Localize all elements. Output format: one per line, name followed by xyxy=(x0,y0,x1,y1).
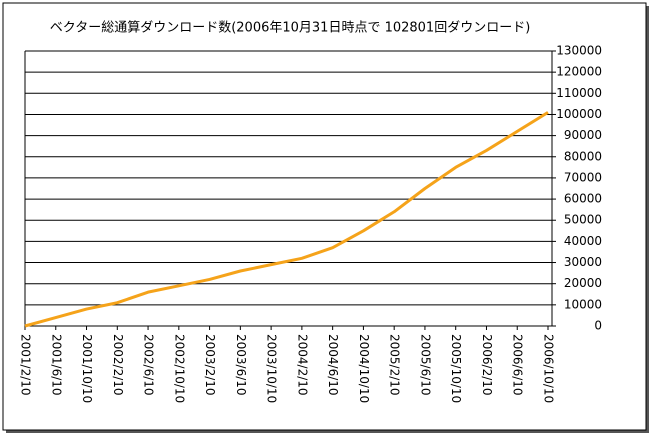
x-tick-label: 2006/6/10 xyxy=(511,334,525,396)
y-tick-label: 90000 xyxy=(564,128,602,142)
x-tick-label: 2003/2/10 xyxy=(203,334,217,396)
y-tick-label: 70000 xyxy=(564,170,602,184)
x-tick-label: 2005/10/10 xyxy=(449,334,463,403)
x-tick-label: 2001/10/10 xyxy=(80,334,94,403)
x-tick-label: 2006/2/10 xyxy=(480,334,494,396)
x-tick-label: 2001/2/10 xyxy=(19,334,33,396)
x-tick-label: 2004/10/10 xyxy=(357,334,371,403)
y-tick-label: 110000 xyxy=(556,86,602,100)
chart-title: ベクター総通算ダウンロード数(2006年10月31日時点で 102801回ダウン… xyxy=(50,21,531,36)
x-tick-label: 2002/2/10 xyxy=(111,334,125,396)
y-tick-label: 20000 xyxy=(564,276,602,290)
x-tick-label: 2003/6/10 xyxy=(234,334,248,396)
x-tick-label: 2005/6/10 xyxy=(418,334,432,396)
y-tick-label: 0 xyxy=(594,319,602,333)
y-tick-label: 130000 xyxy=(556,44,602,58)
y-tick-label: 30000 xyxy=(564,255,602,269)
y-tick-label: 50000 xyxy=(564,213,602,227)
y-tick-label: 80000 xyxy=(564,149,602,163)
x-tick-label: 2003/10/10 xyxy=(265,334,279,403)
data-line xyxy=(24,111,549,328)
x-tick-label: 2005/2/10 xyxy=(388,334,402,396)
x-tick-label: 2004/2/10 xyxy=(295,334,309,396)
x-tick-label: 2002/10/10 xyxy=(172,334,186,403)
frame xyxy=(2,2,647,431)
y-tick-label: 40000 xyxy=(564,234,602,248)
y-tick-label: 100000 xyxy=(556,107,602,121)
x-tick-label: 2004/6/10 xyxy=(326,334,340,396)
y-tick-label: 60000 xyxy=(564,192,602,206)
x-tick-label: 2001/6/10 xyxy=(49,334,63,396)
y-tick-label: 10000 xyxy=(564,297,602,311)
x-tick-label: 2002/6/10 xyxy=(142,334,156,396)
x-tick-label: 2006/10/10 xyxy=(542,334,556,403)
y-tick-label: 120000 xyxy=(556,65,602,79)
